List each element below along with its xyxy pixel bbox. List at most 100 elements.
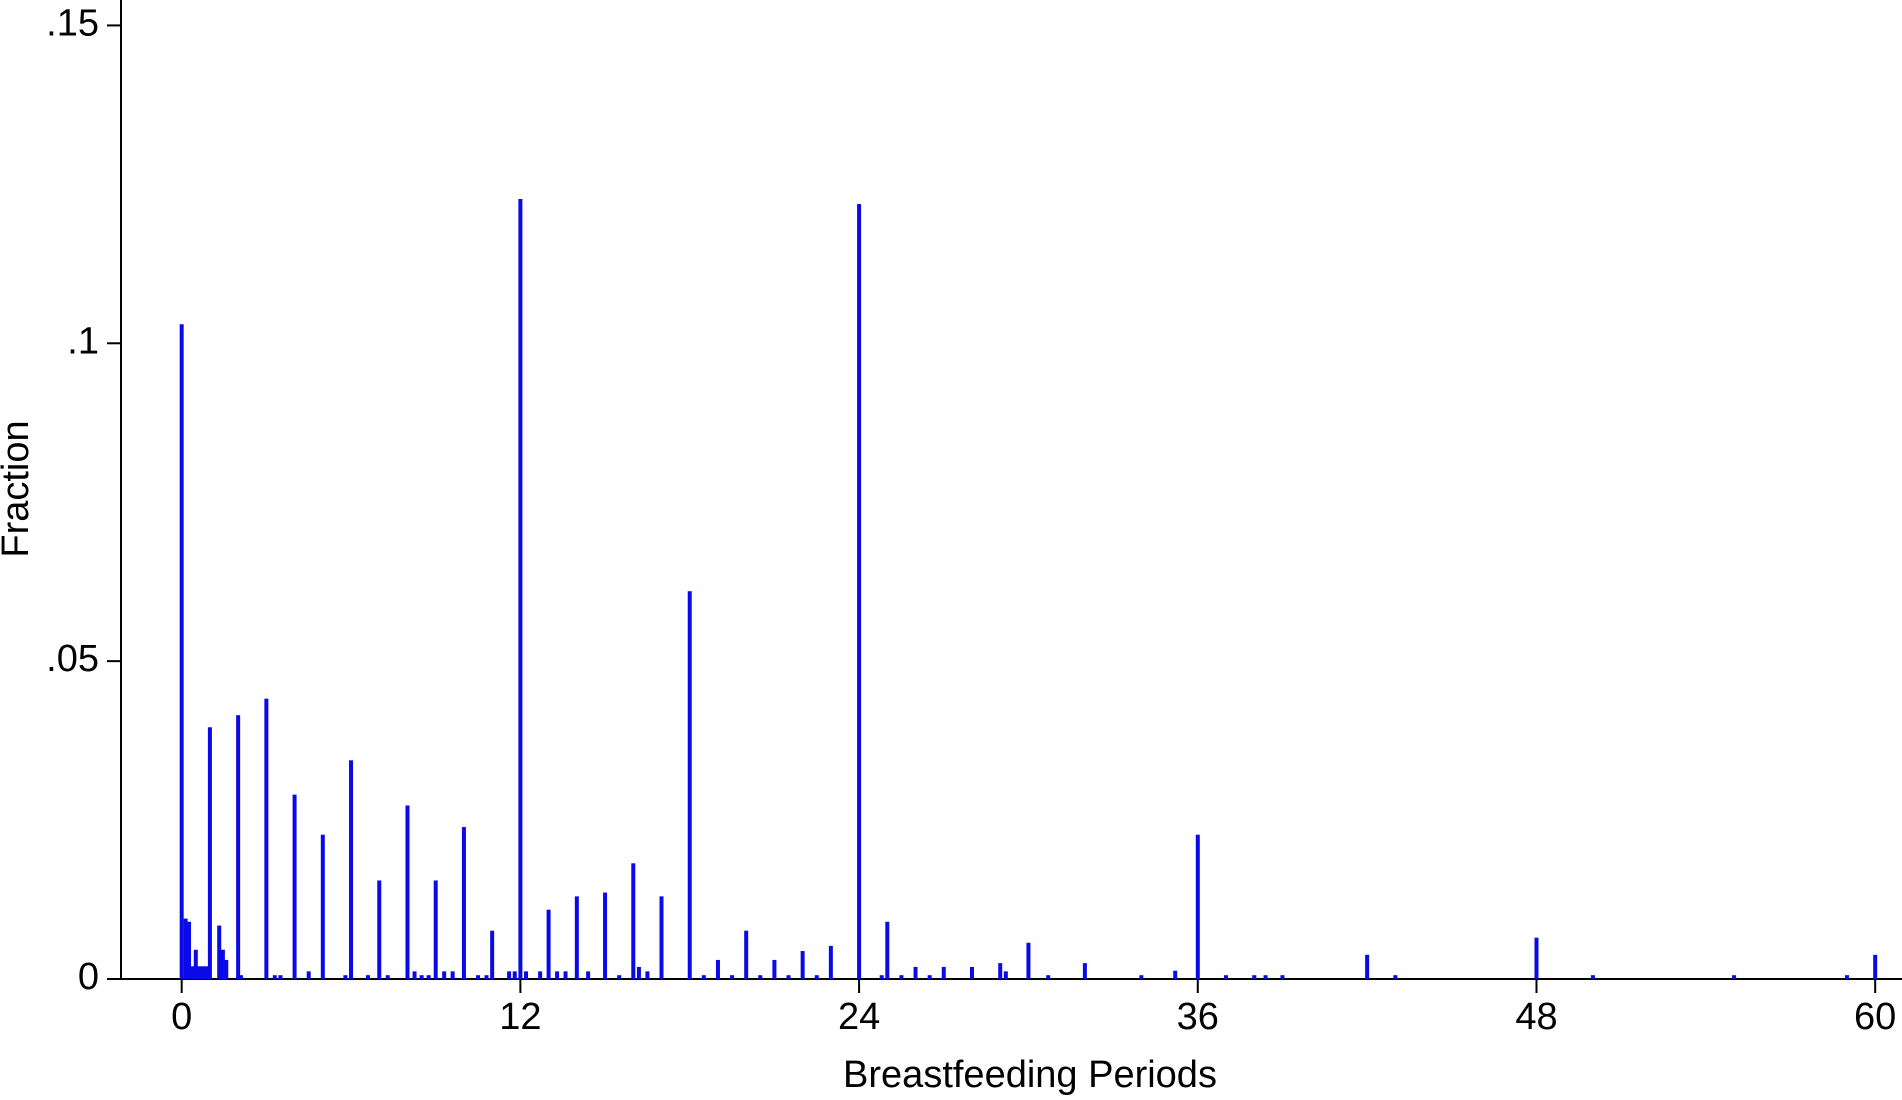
spike — [306, 971, 311, 979]
spike — [1003, 971, 1008, 979]
spike — [1873, 954, 1878, 979]
spike — [433, 880, 438, 979]
spike — [969, 966, 974, 979]
spike — [197, 966, 202, 979]
spike — [546, 909, 551, 979]
spike — [814, 975, 819, 979]
spike — [320, 834, 325, 979]
spike — [899, 975, 904, 979]
spike — [617, 975, 622, 979]
y-tick-label: .15 — [46, 2, 99, 44]
spike — [204, 966, 209, 979]
spike — [1046, 975, 1051, 979]
spike — [476, 975, 481, 979]
spike — [264, 698, 269, 979]
spike — [207, 727, 212, 979]
spike — [278, 975, 283, 979]
spike — [236, 715, 241, 979]
spike — [377, 880, 382, 979]
spike — [179, 324, 184, 979]
spike — [1195, 834, 1200, 979]
spike — [744, 930, 749, 979]
y-tick-label: .1 — [67, 320, 99, 362]
spike — [538, 971, 543, 979]
x-axis-label: Breastfeeding Periods — [843, 1054, 1217, 1096]
spike — [190, 966, 195, 979]
spike — [701, 975, 706, 979]
spike — [524, 971, 529, 979]
x-tick-label: 60 — [1854, 996, 1896, 1038]
spike — [772, 959, 777, 979]
x-tick-label: 36 — [1177, 996, 1219, 1038]
spike — [645, 971, 650, 979]
spike — [758, 975, 763, 979]
x-tick-label: 48 — [1515, 996, 1557, 1038]
spike — [1844, 975, 1849, 979]
spike — [385, 975, 390, 979]
spike — [405, 805, 410, 979]
spike — [200, 966, 205, 979]
spike — [828, 945, 833, 979]
spike — [419, 975, 424, 979]
spike — [1139, 975, 1144, 979]
spike — [1393, 975, 1398, 979]
spike — [292, 794, 297, 979]
spike — [786, 975, 791, 979]
spike — [450, 971, 455, 979]
y-tick-label: 0 — [78, 956, 99, 998]
spike — [1365, 954, 1370, 979]
spike — [461, 827, 466, 979]
spike — [800, 951, 805, 979]
spike — [857, 204, 862, 980]
spike — [659, 896, 664, 979]
spike — [998, 963, 1003, 979]
spike — [1026, 942, 1031, 979]
spike — [220, 949, 225, 979]
spike — [631, 863, 636, 979]
spike — [490, 930, 495, 979]
spike — [636, 966, 641, 979]
spike — [1534, 937, 1539, 979]
spike — [563, 971, 568, 979]
y-axis-label: Fraction — [0, 420, 37, 557]
spike — [484, 975, 489, 979]
spike — [442, 971, 447, 979]
spike — [879, 975, 884, 979]
spike — [512, 971, 517, 979]
spike — [365, 975, 370, 979]
spike — [1732, 975, 1737, 979]
spike — [730, 975, 735, 979]
spike — [1082, 963, 1087, 979]
spike — [507, 971, 512, 979]
spike — [343, 975, 348, 979]
spike — [187, 921, 192, 979]
spike — [687, 591, 692, 979]
spike — [941, 966, 946, 979]
spike — [927, 975, 932, 979]
spike — [715, 959, 720, 979]
x-tick-label: 0 — [171, 996, 192, 1038]
spike — [272, 975, 277, 979]
y-tick-label: .05 — [46, 638, 99, 680]
spike — [412, 971, 417, 979]
x-tick-label: 12 — [499, 996, 541, 1038]
spike — [1590, 975, 1595, 979]
spike — [1252, 975, 1257, 979]
spike — [1224, 975, 1229, 979]
spike — [426, 975, 431, 979]
spike — [349, 760, 354, 979]
spike — [217, 925, 222, 979]
spike — [574, 896, 579, 979]
spike — [238, 975, 243, 979]
spike — [193, 949, 198, 979]
spike — [1280, 975, 1285, 979]
spike — [224, 959, 229, 979]
spike — [913, 966, 918, 979]
spike — [885, 921, 890, 979]
spike — [1173, 970, 1178, 979]
spike — [1263, 975, 1268, 979]
spike — [518, 198, 523, 979]
spike — [183, 918, 188, 979]
